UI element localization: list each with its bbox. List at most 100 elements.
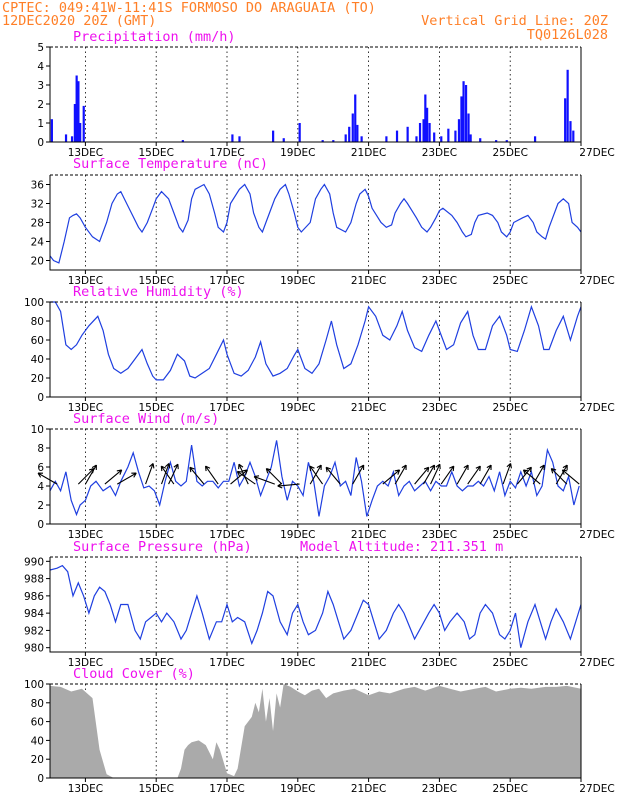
precip-bar-6 (79, 123, 82, 142)
wind-arrow-29 (479, 464, 492, 485)
x-tick-label: 27DEC (579, 657, 614, 669)
wind-arrow-5 (145, 463, 155, 485)
x-tick-label: 15DEC (138, 147, 173, 159)
precip-bar-17 (348, 126, 351, 142)
precip-bar-47 (569, 121, 572, 142)
x-tick-label: 15DEC (138, 657, 173, 669)
precip-bar-3 (73, 104, 76, 142)
precip-bar-25 (415, 136, 418, 142)
precip-bar-38 (464, 85, 468, 142)
precip-bar-43 (505, 140, 508, 142)
wind-arrow-0 (37, 472, 58, 485)
x-tick-label: 13DEC (68, 657, 103, 669)
wind-arrow-33 (522, 469, 541, 485)
pressure-frame (49, 557, 582, 653)
precip-bar-35 (457, 119, 461, 142)
y-tick-label: 0 (37, 519, 44, 531)
wind-panel: Surface Wind (m/s) 0 2 4 6 8 10 13DEC 15DEC 17DE… (31, 411, 615, 541)
precip-bar-45 (564, 98, 567, 142)
y-tick-label: 20 (31, 373, 44, 385)
x-tick-label: 25DEC (492, 275, 527, 287)
run-time-label: 12DEC2020 20Z (GMT) (2, 13, 156, 29)
station-label: CPTEC: 049:41W-11:41S FORMOSO DO ARAGUAI… (2, 0, 376, 16)
y-tick-label: 982 (24, 625, 44, 637)
x-tick-label: 19DEC (280, 402, 315, 414)
temp-series-line (49, 183, 582, 264)
cloud-cover-panel: Cloud Cover (%) 0 20 40 60 80 100 13DEC 15DEC 17… (24, 666, 615, 795)
x-tick-label: 15DEC (138, 275, 173, 287)
x-tick-label: 13DEC (68, 275, 103, 287)
x-tick-label: 19DEC (280, 275, 315, 287)
rh-series-line (50, 301, 582, 381)
precip-bar-41 (479, 138, 482, 142)
x-tick-label: 23DEC (422, 657, 457, 669)
cloud-cover-area (50, 684, 581, 778)
y-tick-label: 0 (37, 773, 44, 785)
x-tick-label: 23DEC (422, 402, 457, 414)
precip-bar-12 (282, 138, 285, 142)
precip-bar-1 (64, 134, 68, 142)
x-tick-label: 25DEC (492, 657, 527, 669)
precip-bar-15 (332, 140, 335, 142)
temperature-title: Surface Temperature (nC) (73, 156, 268, 172)
y-tick-label: 28 (31, 218, 44, 230)
y-tick-label: 80 (31, 698, 44, 710)
rh-frame (49, 302, 582, 398)
pressure-panel: Surface Pressure (hPa) Model Altitude: 2… (24, 539, 615, 669)
pressure-title: Surface Pressure (hPa) (73, 539, 252, 555)
x-tick-label: 19DEC (280, 147, 315, 159)
precip-bar-34 (454, 130, 457, 142)
precipitation-title: Precipitation (mm/h) (73, 29, 236, 45)
y-tick-label: 3 (37, 80, 44, 92)
precip-bar-2 (70, 136, 74, 142)
precip-bar-7 (82, 105, 85, 142)
y-tick-label: 24 (31, 237, 45, 249)
precip-bar-4 (75, 75, 78, 142)
wind-arrow-8 (160, 465, 175, 485)
humidity-title: Relative Humidity (%) (73, 284, 244, 300)
y-tick-label: 0 (37, 392, 44, 404)
precip-bar-19 (354, 94, 357, 142)
precip-bar-30 (428, 123, 431, 142)
precip-bar-31 (433, 132, 436, 142)
precip-bar-42 (495, 140, 498, 142)
x-tick-label: 23DEC (422, 275, 457, 287)
precip-bar-33 (447, 128, 450, 142)
precip-bar-0 (50, 119, 53, 142)
wind-arrow-30 (502, 463, 512, 485)
wind-arrow-4 (116, 472, 137, 485)
x-tick-label: 17DEC (209, 147, 244, 159)
precip-bar-11 (272, 130, 275, 142)
y-tick-label: 36 (31, 180, 45, 192)
x-tick-label: 21DEC (351, 657, 386, 669)
y-tick-label: 0 (37, 137, 44, 149)
x-tick-label: 13DEC (68, 147, 103, 159)
x-tick-label: 15DEC (138, 402, 173, 414)
x-tick-label: 19DEC (280, 529, 315, 541)
precipitation-panel: Precipitation (mm/h) 0 1 2 3 4 5 13DEC 15DEC 17D… (37, 29, 614, 159)
precip-bar-14 (321, 140, 324, 142)
y-tick-label: 990 (24, 556, 44, 568)
x-tick-label: 19DEC (280, 783, 315, 795)
wind-arrow-21 (382, 469, 401, 485)
model-altitude-label: Model Altitude: 211.351 m (300, 539, 503, 555)
x-tick-label: 25DEC (492, 783, 527, 795)
y-tick-label: 20 (31, 754, 44, 766)
grid-line-label: Vertical Grid Line: 20Z (421, 13, 608, 29)
wind-arrow-1 (77, 468, 95, 485)
precip-bar-28 (424, 94, 427, 142)
wind-arrow-27 (456, 464, 469, 485)
wind-series-line (49, 440, 580, 517)
wind-arrow-11 (230, 469, 248, 485)
x-tick-label: 17DEC (209, 783, 244, 795)
y-tick-label: 20 (31, 256, 44, 268)
x-tick-label: 17DEC (209, 657, 244, 669)
wind-arrow-20 (352, 464, 365, 485)
x-tick-label: 25DEC (492, 147, 527, 159)
precip-bar-44 (533, 136, 537, 142)
wind-arrow-3 (104, 469, 123, 485)
wind-arrow-9 (189, 466, 205, 485)
wind-arrow-24 (422, 464, 436, 485)
precip-bar-27 (422, 119, 425, 142)
